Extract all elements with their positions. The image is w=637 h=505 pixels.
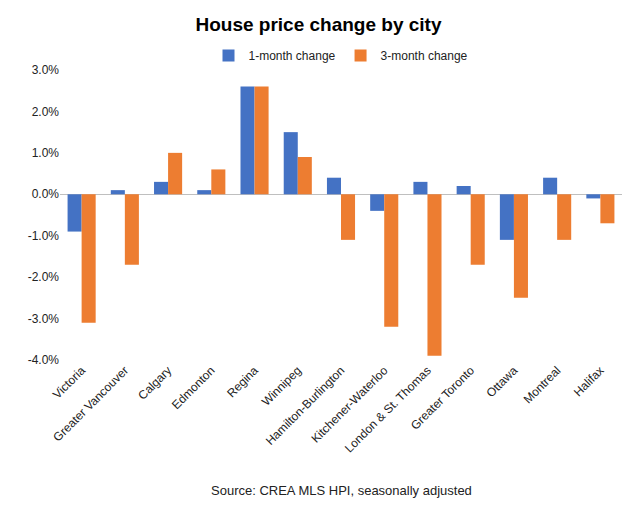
svg-text:Winnipeg: Winnipeg — [259, 363, 304, 408]
svg-text:Greater Toronto: Greater Toronto — [408, 363, 477, 432]
svg-text:-4.0%: -4.0% — [28, 353, 60, 367]
svg-text:London & St. Thomas: London & St. Thomas — [342, 363, 434, 455]
svg-text:3.0%: 3.0% — [32, 63, 60, 77]
svg-text:Hamilton-Burlington: Hamilton-Burlington — [263, 363, 347, 447]
svg-text:Calgary: Calgary — [135, 363, 174, 402]
svg-text:Greater Vancouver: Greater Vancouver — [50, 363, 131, 444]
svg-text:0.0%: 0.0% — [32, 187, 60, 201]
svg-text:House price change by city: House price change by city — [195, 14, 441, 35]
svg-text:2.0%: 2.0% — [32, 105, 60, 119]
svg-text:1-month change: 1-month change — [249, 49, 336, 63]
svg-text:Kitchener-Waterloo: Kitchener-Waterloo — [308, 363, 390, 445]
svg-text:Halifax: Halifax — [571, 363, 607, 399]
svg-text:Source: CREA MLS HPI, seasonal: Source: CREA MLS HPI, seasonally adjuste… — [211, 483, 472, 498]
svg-text:Edmonton: Edmonton — [169, 363, 218, 412]
svg-text:-1.0%: -1.0% — [28, 229, 60, 243]
svg-text:Montreal: Montreal — [521, 363, 564, 406]
svg-text:Regina: Regina — [224, 363, 261, 400]
svg-text:-3.0%: -3.0% — [28, 312, 60, 326]
svg-text:Ottawa: Ottawa — [484, 363, 521, 400]
svg-text:1.0%: 1.0% — [32, 146, 60, 160]
svg-text:-2.0%: -2.0% — [28, 270, 60, 284]
svg-text:3-month change: 3-month change — [381, 49, 468, 63]
svg-text:Victoria: Victoria — [50, 363, 88, 401]
